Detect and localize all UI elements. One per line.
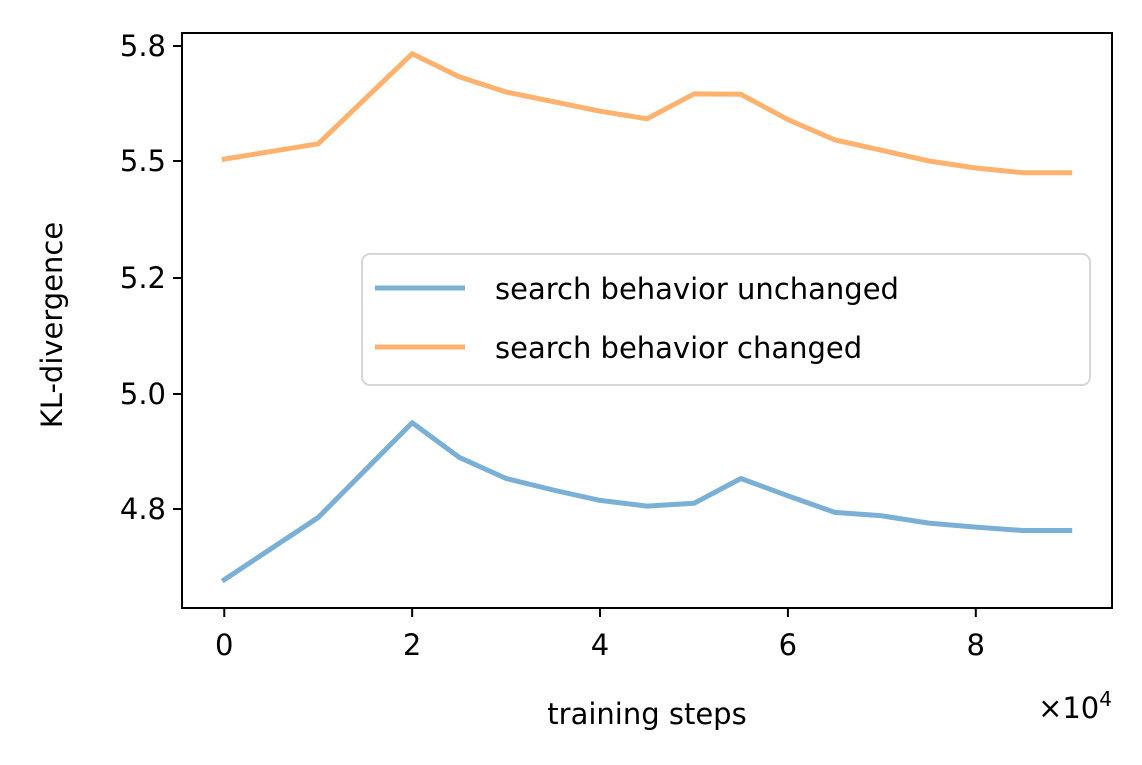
legend: search behavior unchanged search behavio… [361,253,1091,386]
x-tick-label: 8 [967,628,985,662]
x-tick-label: 4 [591,628,609,662]
plot-frame [181,32,1113,609]
x-tick-label: 6 [779,628,797,662]
x-axis-multiplier: ×104 [1038,687,1112,725]
x-axis-multiplier-exponent: 4 [1099,687,1112,711]
y-tick-label: 5.8 [120,29,166,63]
x-tick-label: 0 [215,628,233,662]
y-axis-label: KL-divergence [35,222,69,428]
legend-label-unchanged: search behavior unchanged [495,272,899,306]
y-tick-label: 5.2 [120,261,166,295]
y-tick-label: 5.5 [120,144,166,178]
series-layer [220,51,1073,584]
x-tick-label: 2 [403,628,421,662]
legend-label-changed: search behavior changed [495,331,862,365]
y-tick-label: 5.0 [120,377,166,411]
x-axis-multiplier-base: ×10 [1038,691,1099,725]
x-axis-label: training steps [547,697,746,731]
legend-box [361,253,1091,386]
x-axis-ticks: 0 2 4 6 8 [215,608,985,662]
y-tick-label: 4.8 [120,492,166,526]
y-axis-ticks: 4.8 5.0 5.2 5.5 5.8 [120,29,182,526]
